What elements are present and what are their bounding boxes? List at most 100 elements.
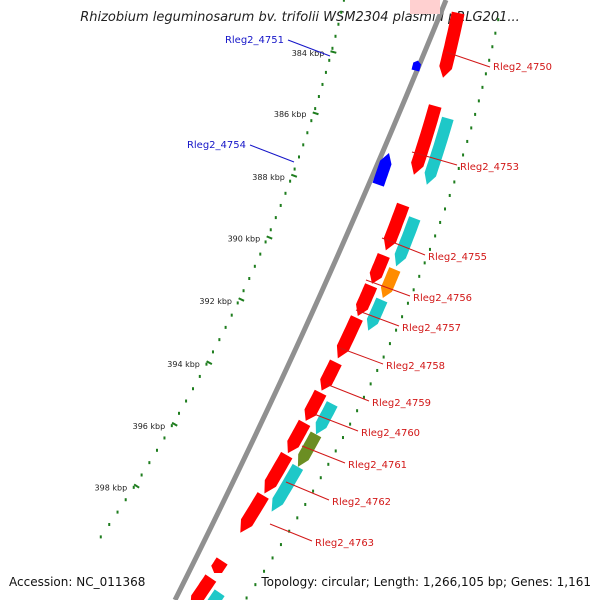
gc-dot xyxy=(132,485,135,489)
gc-dot xyxy=(274,216,277,220)
gc-dot xyxy=(369,382,372,386)
tick-mark xyxy=(266,235,273,240)
gc-dot xyxy=(245,596,248,600)
gc-dot xyxy=(491,45,494,49)
gc-dot xyxy=(279,203,282,207)
gene-arrow[interactable] xyxy=(190,574,217,600)
label-leader xyxy=(285,481,330,501)
gc-dot xyxy=(185,399,188,403)
gene-arrow[interactable] xyxy=(240,492,269,533)
gc-dot xyxy=(477,99,480,103)
gc-dot xyxy=(395,328,398,332)
gc-dot xyxy=(170,424,173,428)
gc-dot xyxy=(356,409,359,413)
gc-dot xyxy=(259,252,262,256)
tick-mark xyxy=(330,50,337,54)
gc-dot xyxy=(317,95,320,99)
gene-label[interactable]: Rleg2_4756 xyxy=(413,293,472,304)
gene-arrow[interactable] xyxy=(411,104,442,175)
gc-dot xyxy=(302,143,305,147)
gc-dot xyxy=(331,46,334,50)
label-leader xyxy=(269,523,313,542)
label-leader xyxy=(381,237,426,256)
gc-dot xyxy=(284,191,287,195)
gene-label[interactable]: Rleg2_4757 xyxy=(402,323,461,334)
gc-dot xyxy=(263,569,266,573)
cog-block[interactable] xyxy=(424,116,454,185)
gc-dot xyxy=(264,240,267,244)
gene-arrow[interactable] xyxy=(320,359,342,391)
gc-dot xyxy=(205,362,208,366)
gc-dot xyxy=(428,247,431,251)
gc-dot xyxy=(230,313,233,317)
gc-dot xyxy=(444,207,447,211)
tick-label: 386 kbp xyxy=(274,110,307,119)
cog-block[interactable] xyxy=(380,267,401,298)
gc-dot xyxy=(124,498,127,502)
topology-summary: Topology: circular; Length: 1,266,105 bp… xyxy=(261,575,591,589)
gc-dot xyxy=(211,350,214,354)
gene-label[interactable]: Rleg2_4761 xyxy=(348,460,407,471)
gene-arrow[interactable] xyxy=(304,389,327,421)
gene-arrow[interactable] xyxy=(211,557,228,573)
tick-label: 384 kbp xyxy=(292,49,325,58)
gc-dot xyxy=(327,462,330,466)
gene-label[interactable]: Rleg2_4755 xyxy=(428,252,487,263)
label-leader xyxy=(355,309,400,327)
tick-mark xyxy=(171,421,178,427)
gc-dot xyxy=(349,422,352,426)
gene-label[interactable]: Rleg2_4758 xyxy=(386,361,445,372)
cog-block[interactable] xyxy=(203,589,225,600)
gc-dot xyxy=(439,220,442,224)
gene-label[interactable]: Rleg2_4750 xyxy=(493,62,552,73)
gc-dot xyxy=(218,338,221,342)
tick-label: 398 kbp xyxy=(95,484,128,493)
label-leader xyxy=(249,144,295,163)
gene-arrow[interactable] xyxy=(356,283,378,316)
label-leader xyxy=(301,445,346,464)
gene-arrow[interactable] xyxy=(383,202,410,251)
gc-dot xyxy=(470,126,473,130)
gene-label[interactable]: Rleg2_4763 xyxy=(315,538,374,549)
gene-arrow[interactable] xyxy=(264,451,293,494)
gc-dot xyxy=(342,0,345,2)
gc-dot xyxy=(462,153,465,157)
gene-arrow[interactable] xyxy=(287,419,311,454)
cog-block[interactable] xyxy=(366,297,388,331)
label-leader xyxy=(339,347,384,365)
gene-arrow[interactable] xyxy=(439,11,465,78)
gene-label[interactable]: Rleg2_4751 xyxy=(225,35,284,46)
gc-dot xyxy=(401,315,404,319)
label-leader xyxy=(313,413,359,432)
faded-gene xyxy=(410,0,440,14)
genome-backbone xyxy=(172,0,449,600)
gene-label[interactable]: Rleg2_4753 xyxy=(460,162,519,173)
gc-dot xyxy=(248,276,251,280)
gc-dot xyxy=(334,449,337,453)
cog-block[interactable] xyxy=(315,401,338,435)
cog-block[interactable] xyxy=(271,463,304,512)
gene-arrow[interactable] xyxy=(369,253,390,284)
gc-dot xyxy=(99,535,102,539)
gene-arrow[interactable] xyxy=(336,315,363,359)
gene-labels: Rleg2_4751 Rleg2_4754 Rleg2_4750 Rleg2_4753… xyxy=(187,35,552,549)
gene-label[interactable]: Rleg2_4754 xyxy=(187,140,246,151)
gc-dot xyxy=(289,179,292,183)
gc-dot xyxy=(340,10,343,14)
gc-dot xyxy=(271,556,274,560)
gene-rleg2-4754[interactable] xyxy=(372,153,392,187)
gene-label[interactable]: Rleg2_4762 xyxy=(332,497,391,508)
gc-dot xyxy=(423,261,426,265)
cog-block[interactable] xyxy=(394,216,421,267)
gc-dot xyxy=(224,325,227,329)
gene-rleg2-4751[interactable] xyxy=(411,60,422,72)
gc-dot xyxy=(334,34,337,38)
gene-label[interactable]: Rleg2_4760 xyxy=(361,428,420,439)
gc-skew-inner-dots xyxy=(245,18,500,600)
gc-dot xyxy=(382,355,385,359)
gc-dot xyxy=(269,228,272,232)
gene-label[interactable]: Rleg2_4759 xyxy=(372,398,431,409)
label-leader xyxy=(287,39,331,57)
